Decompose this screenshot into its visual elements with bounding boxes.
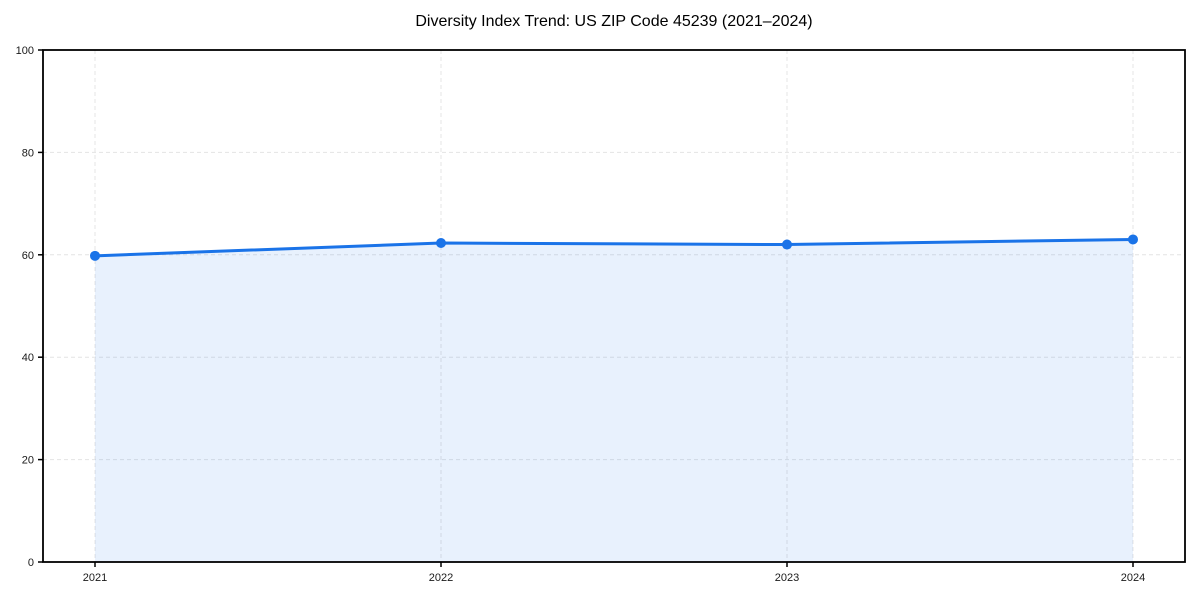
data-point-2024 [1128,234,1138,245]
y-tick-label-60: 60 [22,250,34,262]
x-tick-label-2023: 2023 [775,572,799,584]
y-tick-label-40: 40 [22,352,34,364]
y-tick-label-80: 80 [22,147,34,159]
y-tick-label-0: 0 [28,557,34,569]
x-tick-label-2021: 2021 [83,572,107,584]
y-tick-label-100: 100 [16,45,34,57]
x-tick-label-2022: 2022 [429,572,453,584]
y-tick-label-20: 20 [22,455,34,467]
data-point-2021 [90,250,100,261]
area-fill [95,239,1133,562]
data-point-2023 [782,239,792,250]
x-tick-label-2024: 2024 [1121,572,1145,584]
trend-line [94,237,1134,258]
chart-title: Diversity Index Trend: US ZIP Code 45239… [415,13,813,30]
plot-border [42,49,1186,563]
data-point-2022 [436,238,446,249]
